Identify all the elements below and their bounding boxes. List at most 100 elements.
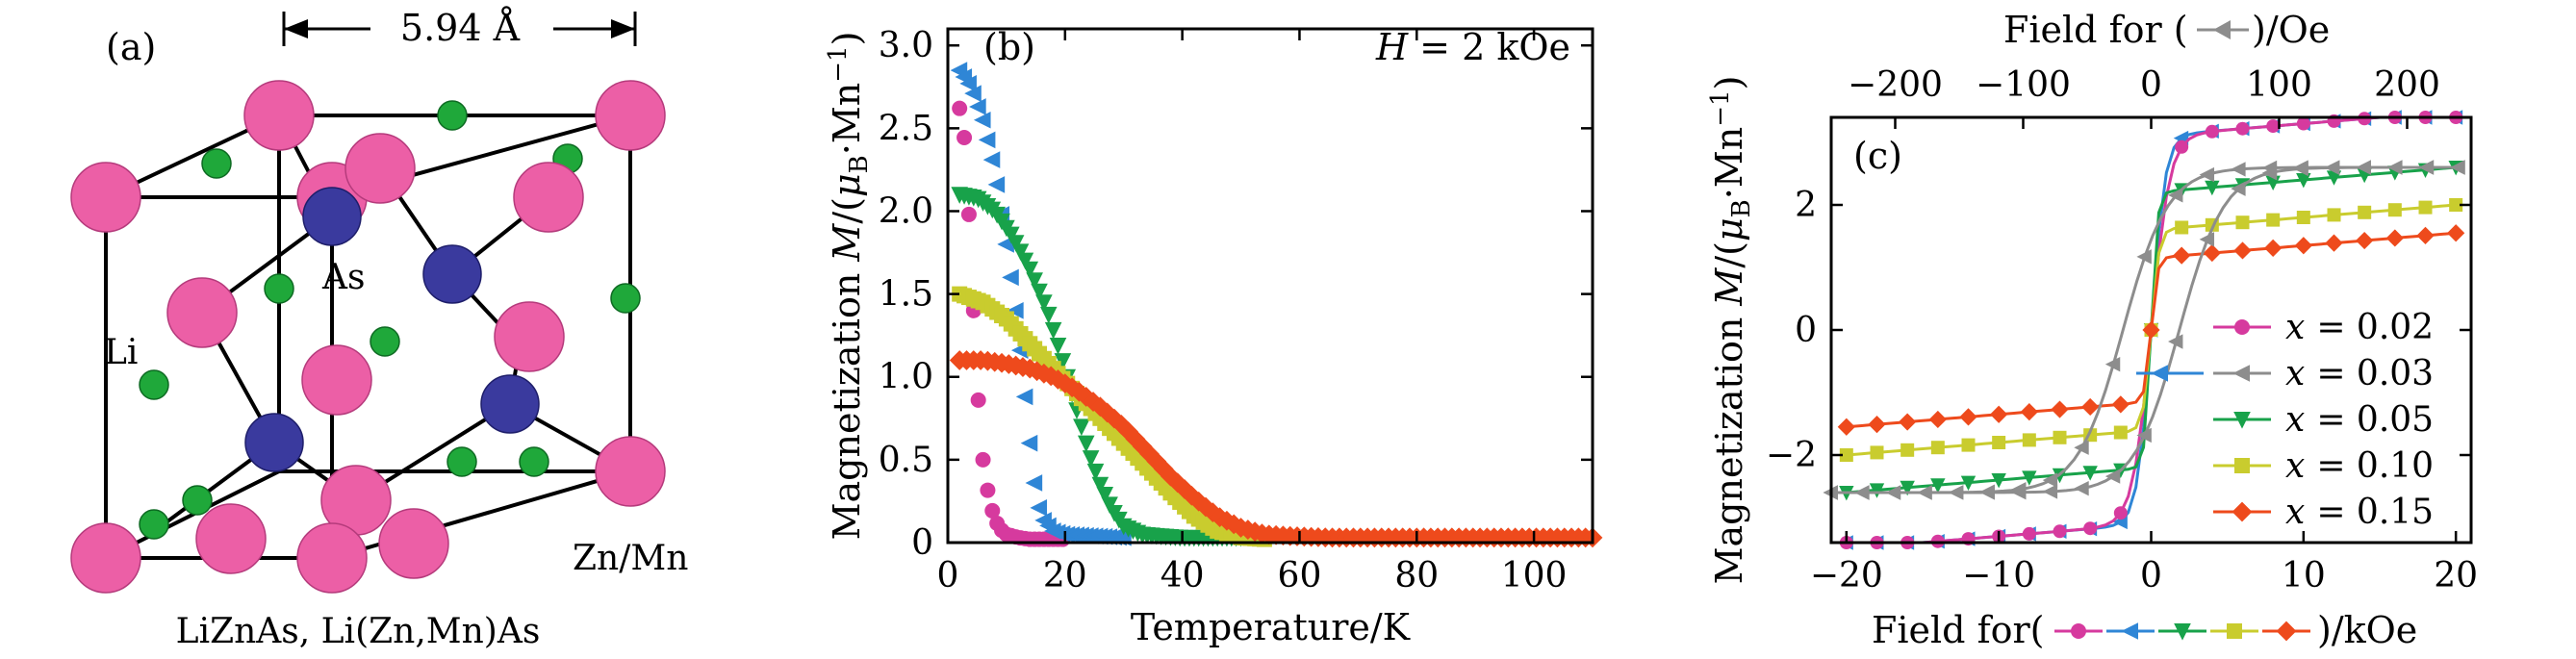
- x-tick-label: 20: [2434, 556, 2478, 596]
- data-point: [2022, 470, 2037, 486]
- y-label-post: ·Mn: [826, 83, 868, 155]
- legend-marker: [2234, 319, 2250, 335]
- data-point: [2142, 320, 2160, 340]
- as-atom: [480, 374, 540, 434]
- x-tick-label: 0: [2140, 556, 2162, 596]
- data-point: [2261, 160, 2278, 176]
- li-atom: [139, 509, 169, 540]
- data-point: [2053, 524, 2067, 539]
- panel-b-x-label: Temperature/K: [1131, 606, 1411, 648]
- data-point: [2051, 400, 2069, 418]
- znmn-atom: [166, 277, 238, 348]
- as-atom: [422, 244, 482, 304]
- data-point: [1118, 421, 1138, 442]
- data-point: [978, 131, 996, 149]
- data-point: [982, 151, 1001, 168]
- legend-entry: x = 0.10: [2213, 446, 2434, 486]
- y-label-close: ): [1708, 76, 1750, 90]
- series-3: [1839, 198, 2463, 462]
- y-tick-label: 0: [911, 523, 933, 563]
- znmn-atom: [70, 162, 141, 233]
- y-label-sub: B: [845, 155, 874, 173]
- znmn-atom: [494, 301, 565, 372]
- top-x-tick-label: 200: [2374, 65, 2440, 105]
- data-point: [2231, 162, 2246, 177]
- data-point: [2203, 243, 2221, 263]
- legend-label: x = 0.05: [2285, 400, 2434, 440]
- x-tick-label: −20: [1810, 556, 1883, 596]
- legend-value: = 0.10: [2316, 446, 2434, 486]
- data-point: [1132, 436, 1153, 457]
- crystal-structure-panel: (a) 5.94 Å As Li Zn/Mn LiZnAs, Li(Zn,Mn)…: [70, 7, 688, 651]
- y-label-sub: B: [1727, 199, 1756, 217]
- data-point: [1991, 473, 2006, 489]
- legend-label: x = 0.10: [2285, 446, 2434, 486]
- data-point: [1054, 353, 1072, 370]
- data-point: [1153, 458, 1174, 479]
- data-point: [2042, 472, 2058, 488]
- dimension-arrowhead-left: [284, 19, 308, 38]
- legend-label: x = 0.02: [2285, 308, 2434, 347]
- data-point: [1104, 408, 1125, 429]
- field-annotation-value: = 2 kOe: [1419, 26, 1570, 68]
- x-label-glyph-marker: [2071, 623, 2086, 639]
- legend-variable: x: [2285, 493, 2305, 532]
- x-tick-label: −10: [1962, 556, 2035, 596]
- li-atom: [264, 273, 294, 304]
- legend-marker: [2151, 365, 2168, 382]
- li-atom: [201, 148, 232, 179]
- data-point: [2233, 241, 2252, 260]
- legend-marker: [2232, 501, 2253, 522]
- panel-b-data-marks: [949, 62, 1603, 548]
- data-point: [1031, 283, 1048, 301]
- znmn-atom: [195, 503, 267, 574]
- data-point: [964, 85, 982, 102]
- top-x-tick-label: −200: [1848, 65, 1943, 105]
- data-point: [1030, 499, 1048, 517]
- top-label-legend-glyph: [2197, 20, 2249, 39]
- as-atom: [244, 413, 304, 472]
- znmn-atom: [344, 133, 416, 204]
- data-point: [1837, 418, 1855, 436]
- data-point: [2296, 173, 2311, 189]
- data-point: [1979, 484, 1995, 499]
- data-point: [1076, 387, 1097, 407]
- data-point: [2231, 181, 2246, 196]
- structure-caption: LiZnAs, Li(Zn,Mn)As: [176, 612, 541, 651]
- data-point: [952, 100, 968, 116]
- legend-marker: [2232, 365, 2250, 382]
- x-label-glyph-marker: [2174, 623, 2191, 641]
- y-label-symbol: M: [1708, 267, 1750, 307]
- legend-entry: x = 0.15: [2213, 493, 2434, 532]
- field-annotation-symbol: H: [1375, 26, 1409, 68]
- data-point: [2387, 203, 2402, 217]
- panel-c-top-x-label-pre: Field for (: [2003, 9, 2188, 51]
- data-point: [1125, 428, 1146, 449]
- panel-c-y-label: Magnetization M/(μB·Mn−1): [1706, 76, 1756, 585]
- data-point: [2042, 484, 2058, 499]
- as-atom-label: As: [321, 258, 365, 297]
- data-point: [2136, 249, 2152, 265]
- panel-c-y-ticks: −2 0 2: [1766, 186, 2471, 475]
- znmn-atom: [595, 436, 666, 507]
- data-point: [2022, 433, 2036, 447]
- data-point: [2266, 213, 2281, 227]
- y-tick-label: 2: [1795, 186, 1817, 225]
- data-point: [1082, 450, 1100, 468]
- data-point: [970, 392, 986, 408]
- y-label-mu: μ: [1708, 217, 1750, 241]
- panel-b-y-ticks: 0 0.5 1.0 1.5 2.0 2.5 3.0: [879, 26, 1593, 563]
- data-point: [1961, 438, 1976, 452]
- data-point: [1139, 444, 1160, 465]
- data-point: [2450, 160, 2465, 175]
- data-point: [2074, 440, 2089, 455]
- y-tick-label: 0: [1795, 311, 1817, 350]
- panel-c-data-marks: [1823, 110, 2465, 550]
- data-point: [2083, 521, 2098, 536]
- data-point: [1039, 306, 1058, 324]
- data-point: [1885, 485, 1901, 500]
- legend-entry: x = 0.05: [2213, 400, 2434, 440]
- data-point: [2104, 469, 2121, 484]
- data-point: [2111, 395, 2130, 414]
- x-tick-label: 80: [1394, 556, 1439, 596]
